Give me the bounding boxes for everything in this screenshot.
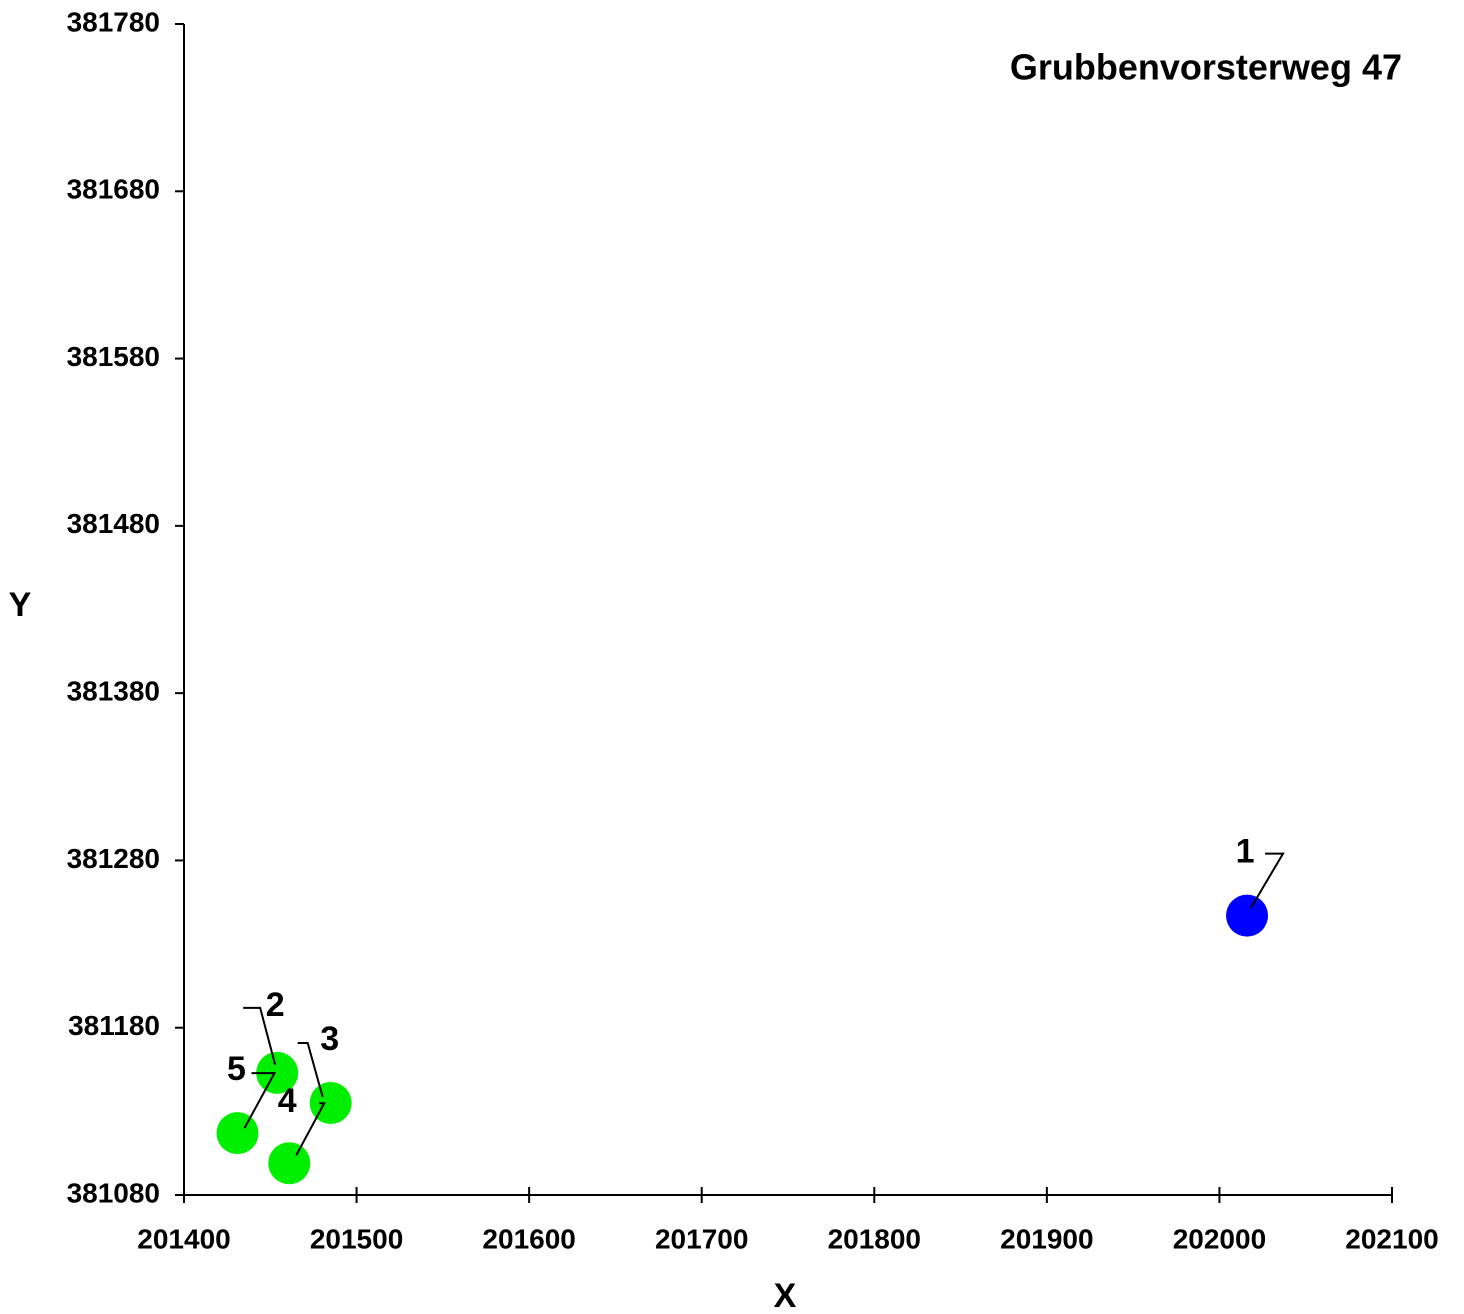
point-label: 3: [320, 1020, 339, 1058]
y-tick-label: 381080: [67, 1177, 160, 1208]
y-tick-label: 381780: [67, 6, 160, 37]
point: [256, 1051, 299, 1094]
point-label: 1: [1236, 833, 1255, 871]
chart-title: Grubbenvorsterweg 47: [1010, 47, 1402, 88]
leader-line: [297, 1041, 324, 1098]
x-tick-label: 201500: [310, 1223, 403, 1254]
x-tick-label: 201400: [137, 1223, 230, 1254]
leader-line: [243, 1072, 277, 1129]
leader-line: [243, 1006, 277, 1066]
leader-line: [1250, 852, 1285, 909]
y-tick-label: 381580: [67, 341, 160, 372]
point-label: 5: [227, 1050, 246, 1088]
point: [216, 1112, 259, 1155]
point-label: 2: [266, 986, 285, 1024]
y-tick-label: 381480: [67, 508, 160, 539]
point: [268, 1142, 311, 1185]
x-tick-label: 202100: [1345, 1223, 1438, 1254]
y-tick-label: 381680: [67, 174, 160, 205]
x-tick-label: 202000: [1173, 1223, 1266, 1254]
x-axis-title: X: [774, 1277, 797, 1314]
y-tick-label: 381280: [67, 843, 160, 874]
x-tick-label: 201700: [655, 1223, 748, 1254]
y-tick-label: 381180: [68, 1010, 160, 1041]
y-tick-label: 381380: [67, 676, 160, 707]
leader-line: [295, 1102, 326, 1156]
x-tick-label: 201800: [828, 1223, 921, 1254]
point: [309, 1081, 352, 1124]
x-tick-label: 201900: [1000, 1223, 1093, 1254]
point-label: 4: [278, 1082, 297, 1120]
y-axis-title: Y: [9, 586, 32, 624]
point: [1226, 894, 1269, 937]
x-tick-label: 201600: [482, 1223, 575, 1254]
